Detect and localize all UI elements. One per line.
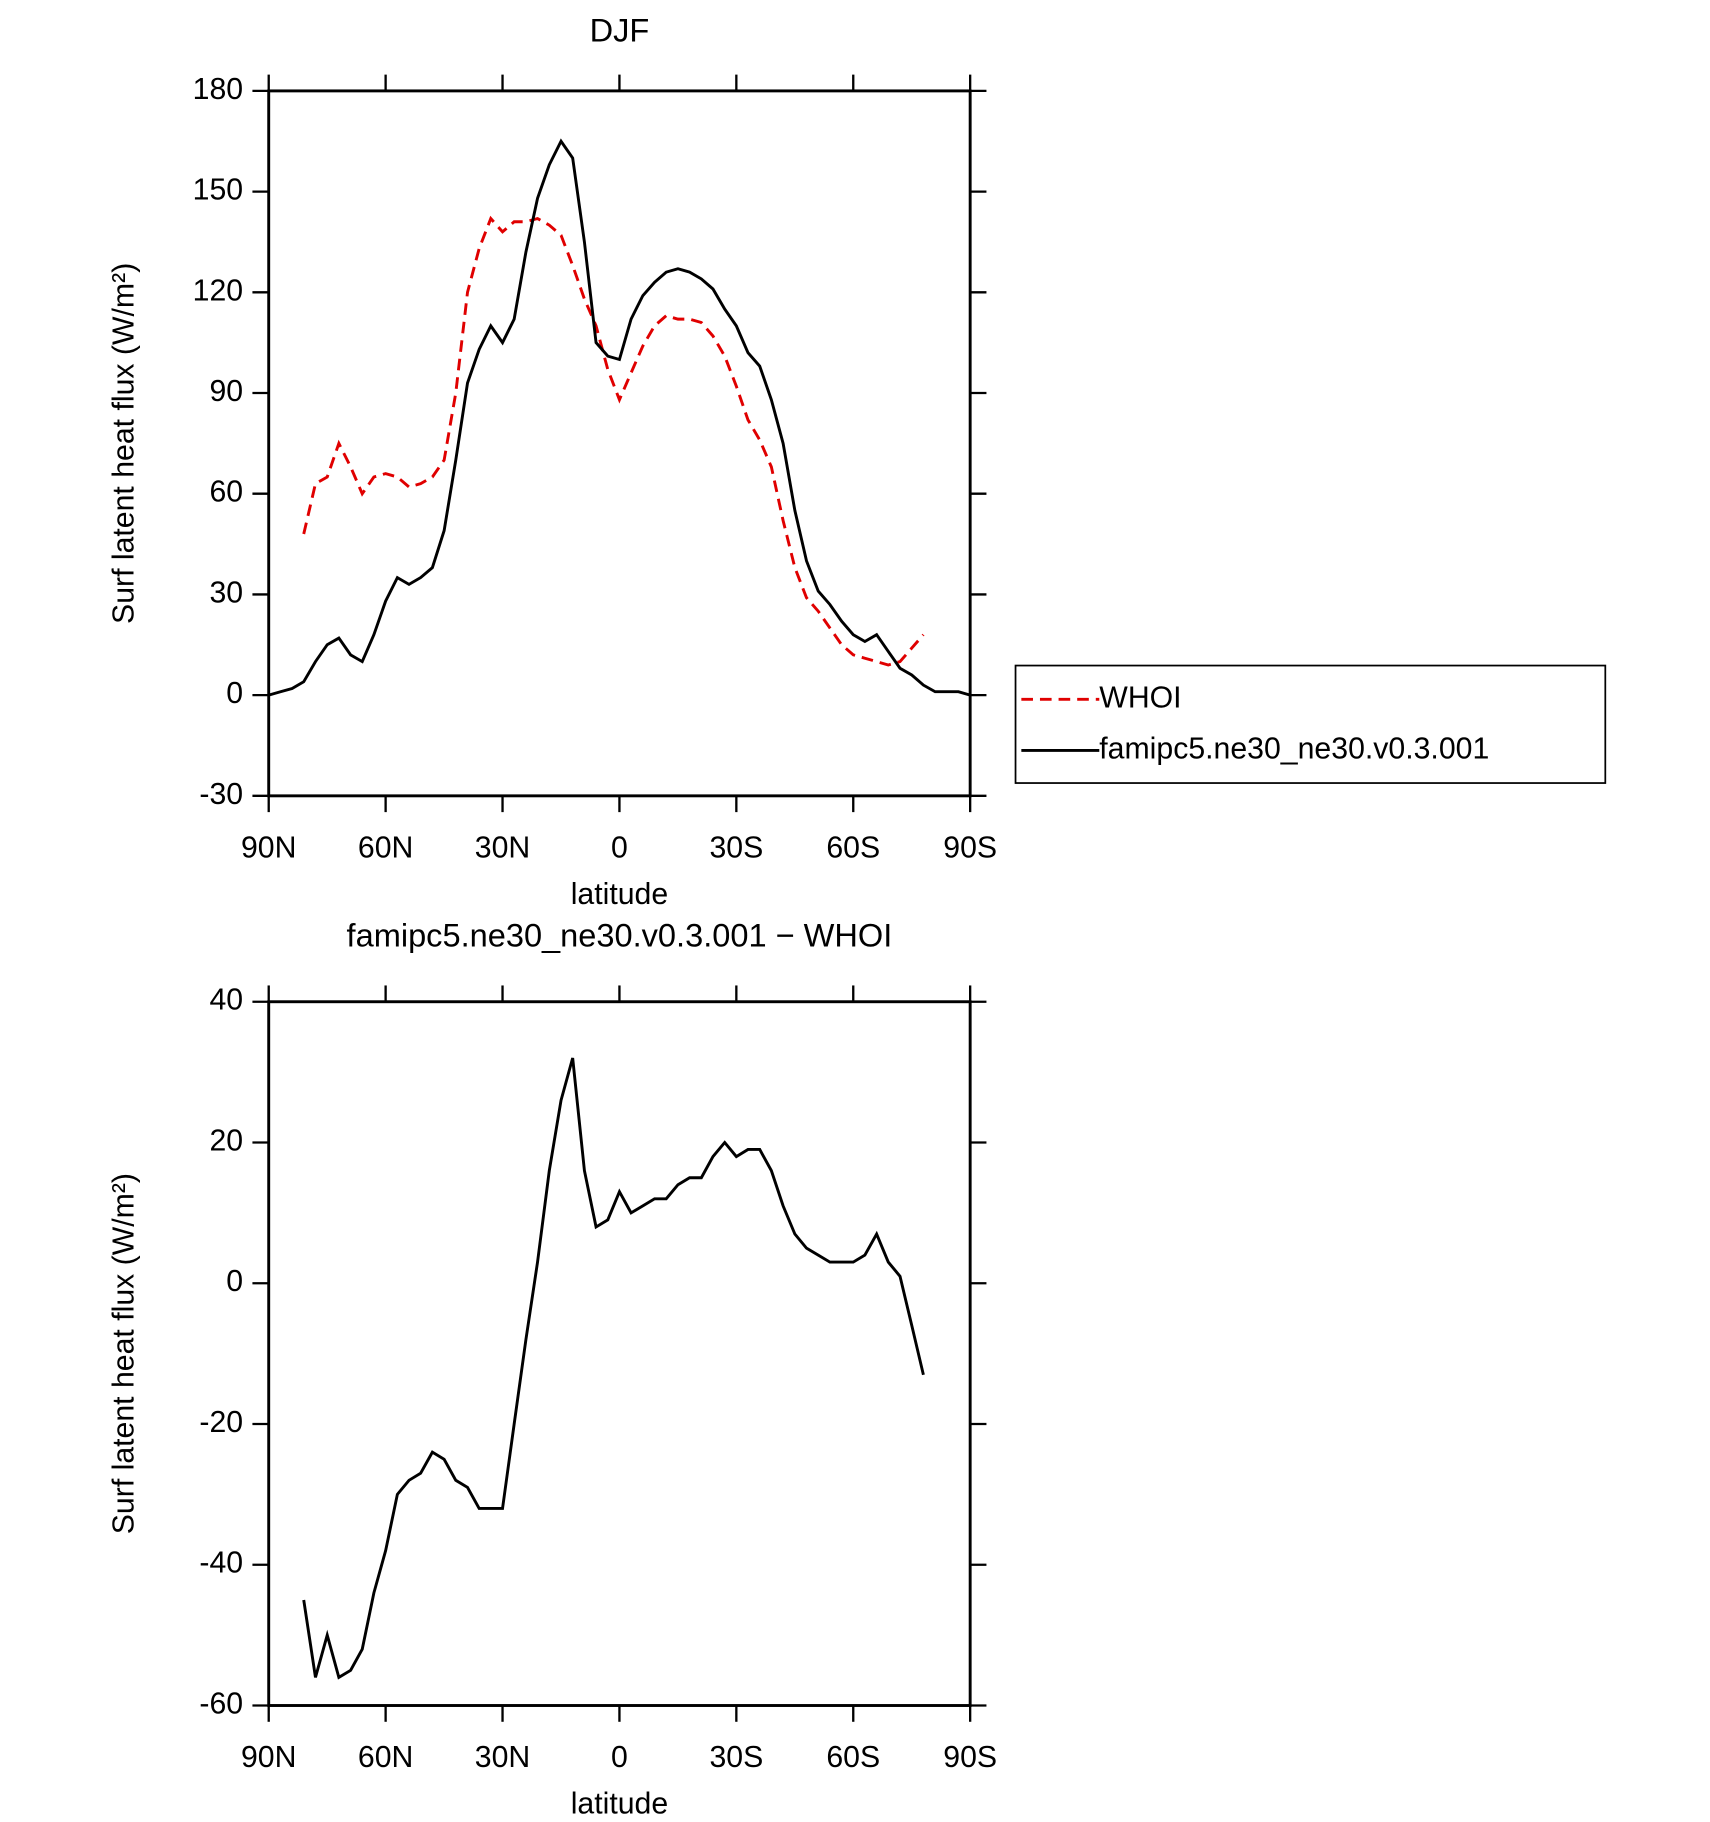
y-tick-label: 20 bbox=[209, 1124, 243, 1157]
x-tick-label: 60S bbox=[826, 831, 880, 864]
x-tick-label: 30S bbox=[709, 831, 763, 864]
y-tick-label: -20 bbox=[199, 1406, 243, 1439]
x-tick-label: 30N bbox=[475, 1741, 530, 1774]
y-axis-label: Surf latent heat flux (W/m²) bbox=[108, 1173, 141, 1534]
legend-label: famipc5.ne30_ne30.v0.3.001 bbox=[1099, 732, 1489, 765]
x-tick-label: 90S bbox=[943, 831, 997, 864]
y-tick-label: 0 bbox=[226, 1265, 243, 1298]
x-axis-label: latitude bbox=[571, 878, 669, 911]
x-tick-label: 30N bbox=[475, 831, 530, 864]
data-line bbox=[302, 215, 925, 667]
legend-box bbox=[1014, 664, 1607, 784]
chart-title: famipc5.ne30_ne30.v0.3.001 − WHOI bbox=[347, 917, 893, 953]
y-tick-label: -40 bbox=[199, 1547, 243, 1580]
x-tick-label: 30S bbox=[709, 1741, 763, 1774]
x-tick-label: 60N bbox=[358, 831, 413, 864]
y-tick-label: 150 bbox=[193, 174, 243, 207]
y-tick-label: 60 bbox=[209, 476, 243, 509]
y-tick-label: 30 bbox=[209, 576, 243, 609]
y-tick-label: -30 bbox=[199, 778, 243, 811]
x-tick-label: 90N bbox=[241, 831, 296, 864]
data-line bbox=[268, 138, 971, 697]
x-axis-label: latitude bbox=[571, 1788, 669, 1821]
plot-frame bbox=[267, 1000, 972, 1707]
x-tick-label: 0 bbox=[611, 1741, 628, 1774]
y-tick-label: 90 bbox=[209, 375, 243, 408]
y-tick-label: -60 bbox=[199, 1687, 243, 1720]
x-tick-label: 90N bbox=[241, 1741, 296, 1774]
x-tick-label: 90S bbox=[943, 1741, 997, 1774]
x-tick-label: 0 bbox=[611, 831, 628, 864]
y-tick-label: 120 bbox=[193, 274, 243, 307]
y-axis-label: Surf latent heat flux (W/m²) bbox=[108, 263, 141, 624]
x-tick-label: 60S bbox=[826, 1741, 880, 1774]
x-tick-label: 60N bbox=[358, 1741, 413, 1774]
legend-label: WHOI bbox=[1099, 681, 1181, 714]
panel: DJF latitude Surf latent heat flux (W/m²) -… bbox=[108, 12, 1607, 911]
data-line bbox=[302, 1057, 925, 1680]
y-tick-label: 0 bbox=[226, 677, 243, 710]
y-tick-label: 180 bbox=[193, 73, 243, 106]
plot-frame bbox=[267, 89, 972, 798]
chart-title: DJF bbox=[590, 12, 650, 48]
panel: famipc5.ne30_ne30.v0.3.001 − WHOI latitud… bbox=[108, 917, 997, 1820]
y-tick-label: 40 bbox=[209, 984, 243, 1017]
